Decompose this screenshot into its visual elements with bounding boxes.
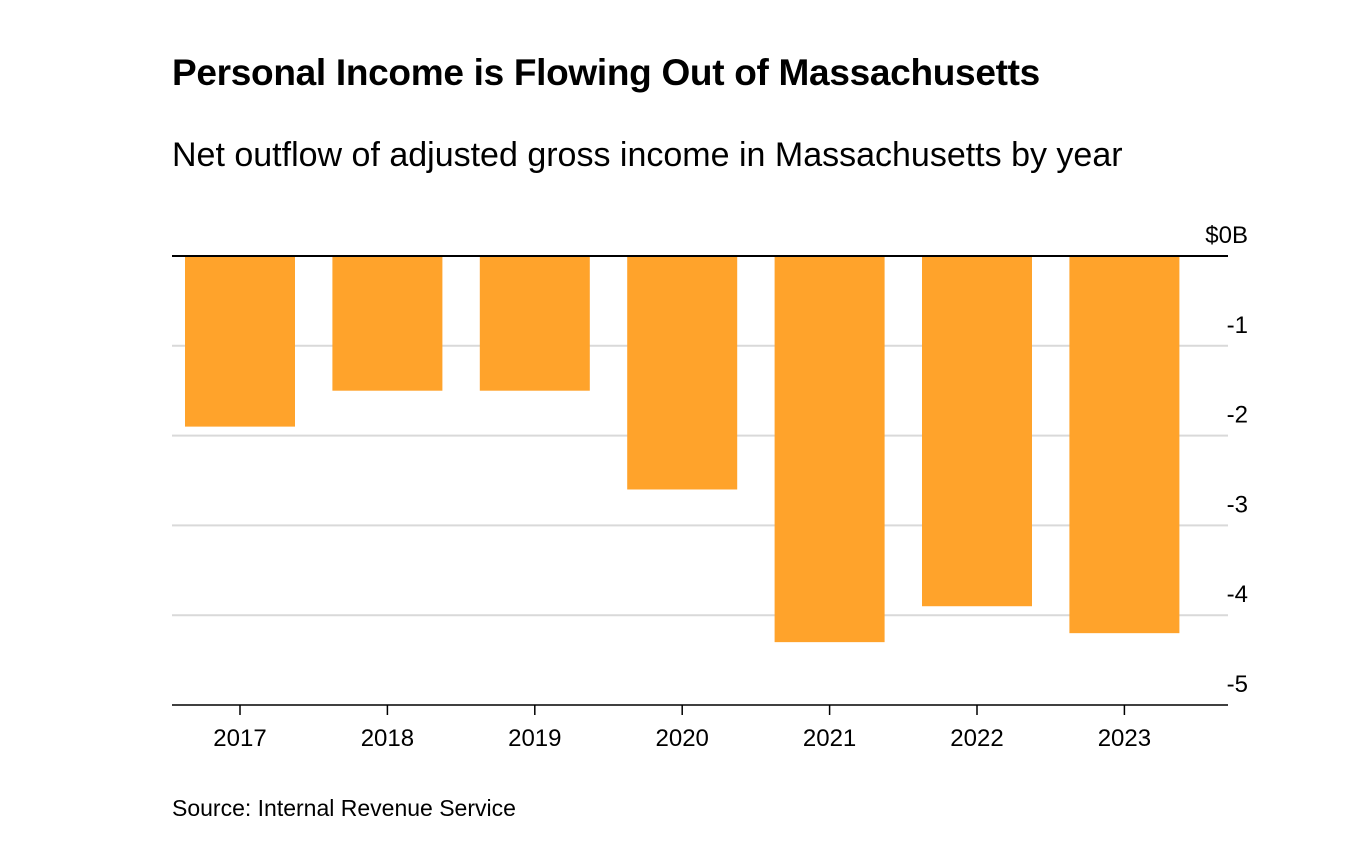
bars <box>185 256 1180 643</box>
bar-2019 <box>479 256 590 391</box>
bar-2017 <box>185 256 295 427</box>
tick-labels: 2017 2018 2019 2020 2021 2022 2023 $0B -1 -2 -3 -4 -… <box>213 222 1248 752</box>
y-tick-label: -3 <box>1227 491 1248 518</box>
y-tick-label: -5 <box>1227 671 1248 698</box>
bar-2023 <box>1069 256 1180 634</box>
y-tick-label: -1 <box>1227 312 1248 339</box>
axes <box>172 255 1228 715</box>
x-tick-label-2023: 2023 <box>1098 725 1151 752</box>
bar-2021 <box>774 256 885 643</box>
x-tick-label-2022: 2022 <box>950 725 1003 752</box>
y-tick-label: -4 <box>1227 581 1248 608</box>
x-tick-label-2020: 2020 <box>656 725 709 752</box>
x-tick-label-2017: 2017 <box>213 725 266 752</box>
x-tick-label-2018: 2018 <box>361 725 414 752</box>
y-tick-label: $0B <box>1205 222 1248 249</box>
bar-2020 <box>627 256 738 490</box>
chart-subtitle: Net outflow of adjusted gross income in … <box>172 136 1123 174</box>
x-tick-label-2021: 2021 <box>803 725 856 752</box>
bar-2018 <box>332 256 443 391</box>
source-note: Source: Internal Revenue Service <box>172 795 516 821</box>
chart-title: Personal Income is Flowing Out of Massac… <box>172 52 1040 93</box>
x-tick-label-2019: 2019 <box>508 725 561 752</box>
y-tick-label: -2 <box>1227 402 1248 429</box>
bar-2022 <box>922 256 1032 607</box>
